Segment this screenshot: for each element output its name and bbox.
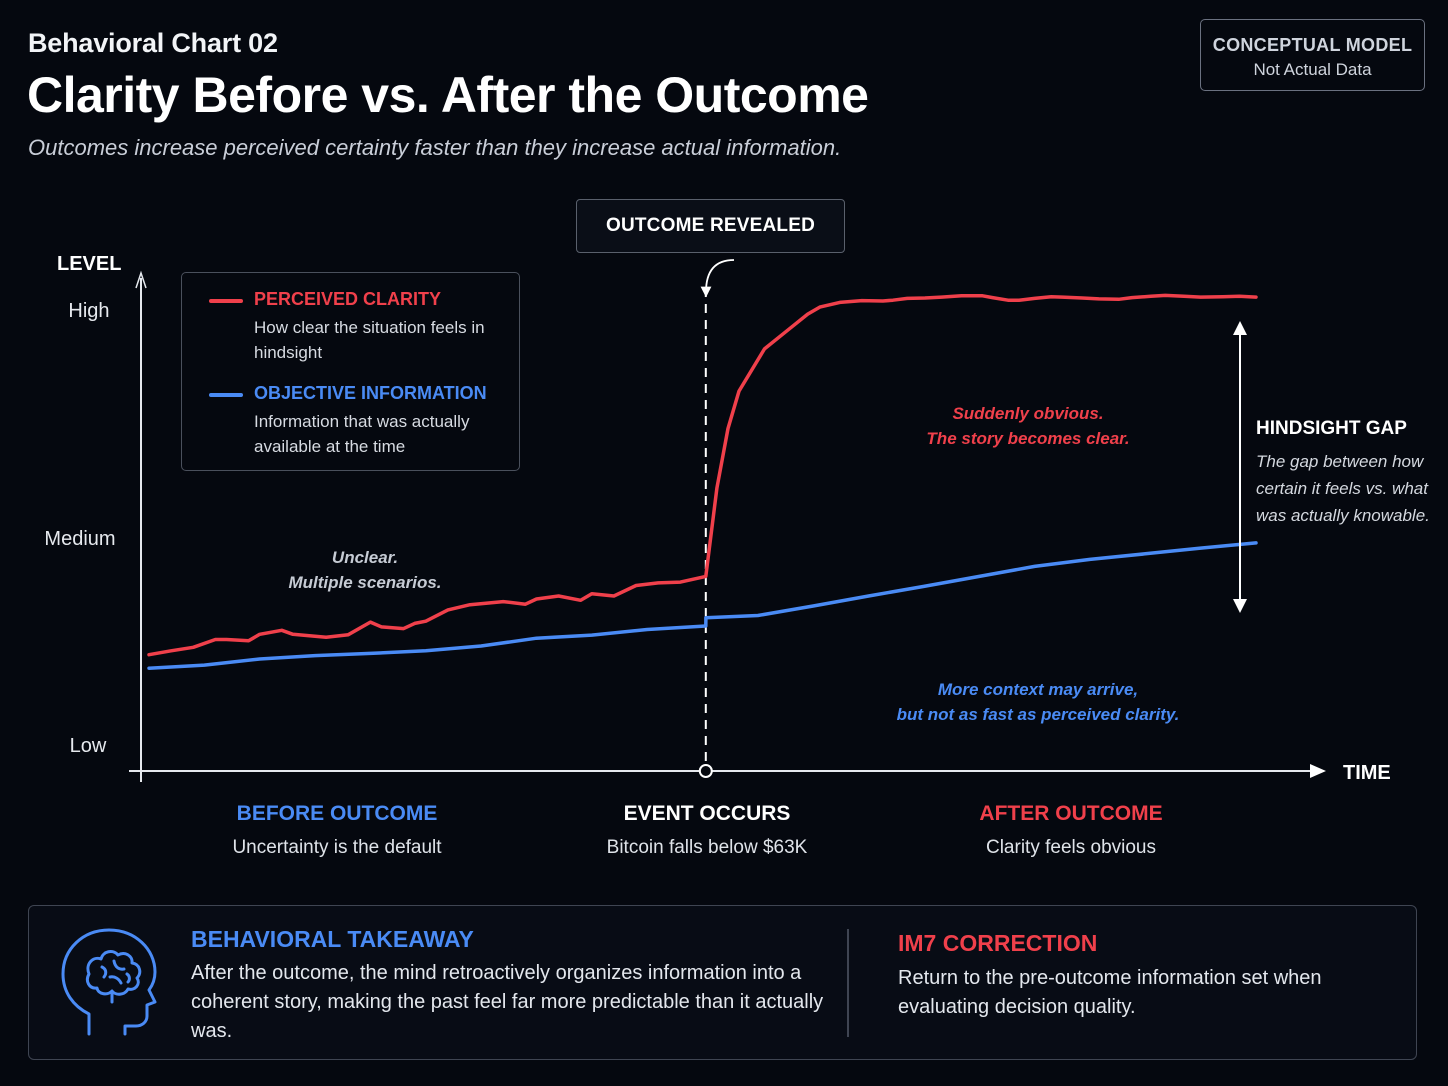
takeaway-title: BEHAVIORAL TAKEAWAY: [191, 926, 474, 952]
y-axis-arrow: [135, 270, 147, 289]
legend-swatch-objective: [209, 393, 243, 397]
chart-legend: PERCEIVED CLARITY How clear the situatio…: [181, 272, 520, 471]
annotation-perceived-line-1: Suddenly obvious.: [952, 404, 1104, 423]
y-tick-high: High: [68, 300, 109, 322]
annotation-objective-line-1: More context may arrive,: [937, 680, 1139, 699]
phase-after-desc: Clarity feels obvious: [985, 837, 1157, 858]
takeaway-body: After the outcome, the mind retroactivel…: [191, 962, 824, 1042]
phase-event-title: EVENT OCCURS: [623, 802, 791, 825]
chart-eyebrow: Behavioral Chart 02: [28, 28, 278, 58]
y-axis-title: LEVEL: [57, 253, 121, 275]
correction-body: Return to the pre-outcome information se…: [898, 967, 1322, 1018]
brain-icon: [61, 928, 157, 1036]
takeaway-panel: [28, 905, 1417, 1060]
hindsight-gap-title: HINDSIGHT GAP: [1256, 418, 1407, 439]
x-axis-title: TIME: [1343, 762, 1391, 784]
annotation-before-outcome: Unclear. Multiple scenarios.: [240, 545, 490, 595]
series-line-perceived-clarity: [147, 293, 1258, 657]
panel-divider: [847, 929, 849, 1037]
legend-label-objective: OBJECTIVE INFORMATION: [254, 383, 487, 403]
legend-desc-perceived: How clear the situation feels in hindsig…: [254, 318, 485, 362]
page-title: Clarity Before vs. After the Outcome: [27, 67, 869, 123]
x-axis-arrow: [1310, 764, 1326, 778]
phase-event-desc: Bitcoin falls below $63K: [606, 837, 808, 858]
y-tick-low: Low: [70, 735, 107, 757]
outcome-pointer-arrow: [700, 259, 735, 298]
legend-swatch-perceived: [209, 299, 243, 303]
correction-title: IM7 CORRECTION: [898, 930, 1098, 956]
annotation-before-line-2: Multiple scenarios.: [288, 573, 442, 592]
series-line-objective-information: [147, 541, 1258, 670]
hindsight-gap-description: The gap between how certain it feels vs.…: [1256, 452, 1430, 525]
annotation-objective-after: More context may arrive, but not as fast…: [868, 677, 1208, 727]
event-point: [698, 764, 713, 778]
page-subtitle: Outcomes increase perceived certainty fa…: [28, 135, 842, 160]
legend-label-perceived: PERCEIVED CLARITY: [254, 289, 442, 309]
phase-before-desc: Uncertainty is the default: [232, 837, 442, 858]
badge-line-2: Not Actual Data: [1253, 60, 1372, 79]
chart-canvas: LEVEL TIME High Medium Low: [44, 253, 1391, 784]
legend-desc-objective: Information that was actually available …: [254, 412, 470, 456]
outcome-revealed-label: OUTCOME REVEALED: [576, 199, 845, 253]
annotation-perceived-line-2: The story becomes clear.: [926, 429, 1130, 448]
badge-line-1: CONCEPTUAL MODEL: [1212, 35, 1413, 55]
phase-after-title: AFTER OUTCOME: [979, 802, 1163, 825]
y-tick-medium: Medium: [44, 528, 115, 550]
annotation-before-line-1: Unclear.: [331, 548, 399, 567]
phase-before-title: BEFORE OUTCOME: [236, 802, 438, 825]
annotation-perceived-after: Suddenly obvious. The story becomes clea…: [888, 401, 1168, 451]
annotation-objective-line-2: but not as fast as perceived clarity.: [896, 705, 1180, 724]
conceptual-model-badge: CONCEPTUAL MODEL Not Actual Data: [1200, 19, 1425, 91]
